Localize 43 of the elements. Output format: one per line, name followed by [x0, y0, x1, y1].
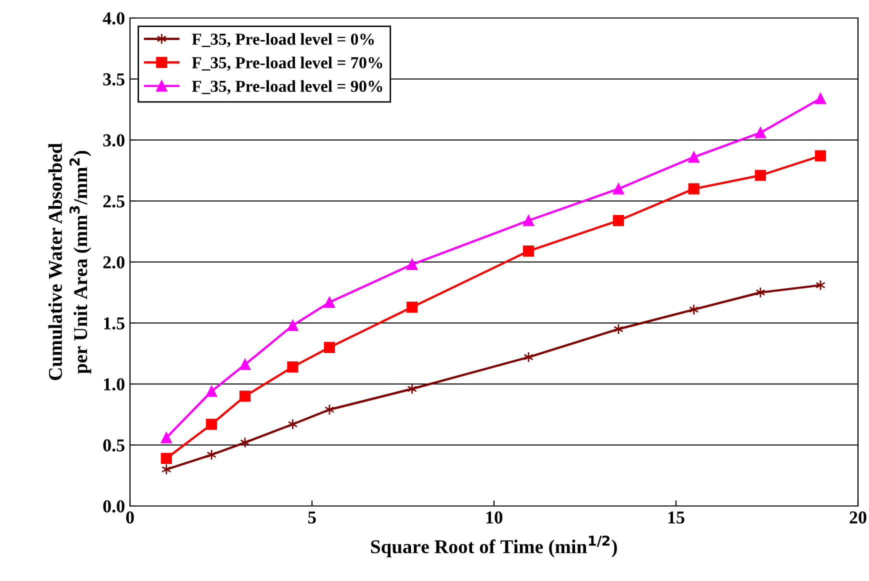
- point: [406, 258, 418, 270]
- point: [612, 183, 624, 194]
- y-tick-label: 1.0: [104, 378, 124, 391]
- point: [206, 386, 218, 397]
- point: [688, 183, 700, 194]
- point: [688, 152, 700, 163]
- point: [324, 342, 336, 353]
- y-tick-label: 4.0: [102, 12, 124, 25]
- y-tick-label: 1.5: [104, 317, 124, 330]
- point: [287, 361, 298, 372]
- point: [239, 390, 251, 402]
- point: [523, 245, 534, 257]
- y-tick-label: 2.0: [103, 256, 124, 269]
- point: [160, 452, 172, 464]
- y-tick-label: 3.0: [103, 134, 124, 147]
- x-tick-label: 20: [850, 511, 866, 524]
- y-axis-title: Cumulative Water Absorbed per Unit Area (mm$^{3}$/mm$^{2}$): [48, 143, 92, 380]
- point: [324, 296, 336, 308]
- x-tick-label: 15: [668, 511, 684, 524]
- point: [688, 304, 699, 316]
- point: [239, 358, 251, 370]
- legend-label: F_35, Pre-load level = 70%: [192, 56, 382, 71]
- point: [206, 418, 218, 430]
- legend-label: F_35, Pre-load level = 0%: [192, 33, 374, 48]
- y-tick-label: 3.5: [103, 73, 124, 86]
- point: [612, 214, 624, 226]
- point: [814, 92, 826, 104]
- legend-label: F_35, Pre-load level = 90%: [192, 80, 382, 94]
- point: [161, 464, 172, 475]
- x-tick-label: 5: [308, 512, 316, 524]
- x-axis-title: Square Root of Time (min$^{1/2}$): [371, 536, 617, 558]
- y-tick-label: 0.5: [103, 439, 124, 452]
- y-tick-label: 2.5: [103, 195, 124, 208]
- point: [523, 214, 534, 226]
- point: [754, 170, 766, 181]
- point: [287, 320, 298, 331]
- point: [160, 432, 172, 444]
- x-tick-label: 10: [486, 511, 502, 524]
- y-tick-label: 0.0: [103, 500, 124, 513]
- point: [754, 127, 766, 138]
- x-tick-label: 0: [126, 511, 134, 524]
- point: [406, 302, 418, 313]
- point: [814, 150, 826, 162]
